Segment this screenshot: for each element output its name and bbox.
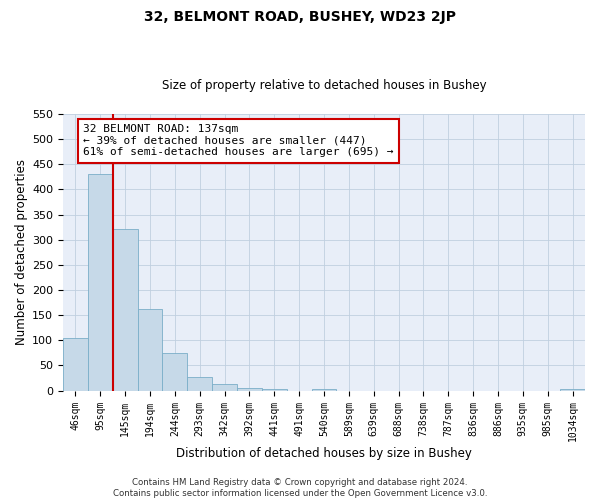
Bar — [212, 384, 237, 390]
Title: Size of property relative to detached houses in Bushey: Size of property relative to detached ho… — [161, 79, 487, 92]
Bar — [113, 228, 137, 390]
Bar — [237, 388, 262, 390]
Text: Contains HM Land Registry data © Crown copyright and database right 2024.
Contai: Contains HM Land Registry data © Crown c… — [113, 478, 487, 498]
Text: 32, BELMONT ROAD, BUSHEY, WD23 2JP: 32, BELMONT ROAD, BUSHEY, WD23 2JP — [144, 10, 456, 24]
Bar — [262, 388, 287, 390]
Bar — [311, 389, 337, 390]
Bar — [63, 338, 88, 390]
Text: 32 BELMONT ROAD: 137sqm
← 39% of detached houses are smaller (447)
61% of semi-d: 32 BELMONT ROAD: 137sqm ← 39% of detache… — [83, 124, 394, 158]
Bar — [137, 309, 163, 390]
Bar — [560, 388, 585, 390]
Bar — [88, 174, 113, 390]
X-axis label: Distribution of detached houses by size in Bushey: Distribution of detached houses by size … — [176, 447, 472, 460]
Bar — [163, 353, 187, 391]
Bar — [187, 377, 212, 390]
Y-axis label: Number of detached properties: Number of detached properties — [15, 160, 28, 346]
